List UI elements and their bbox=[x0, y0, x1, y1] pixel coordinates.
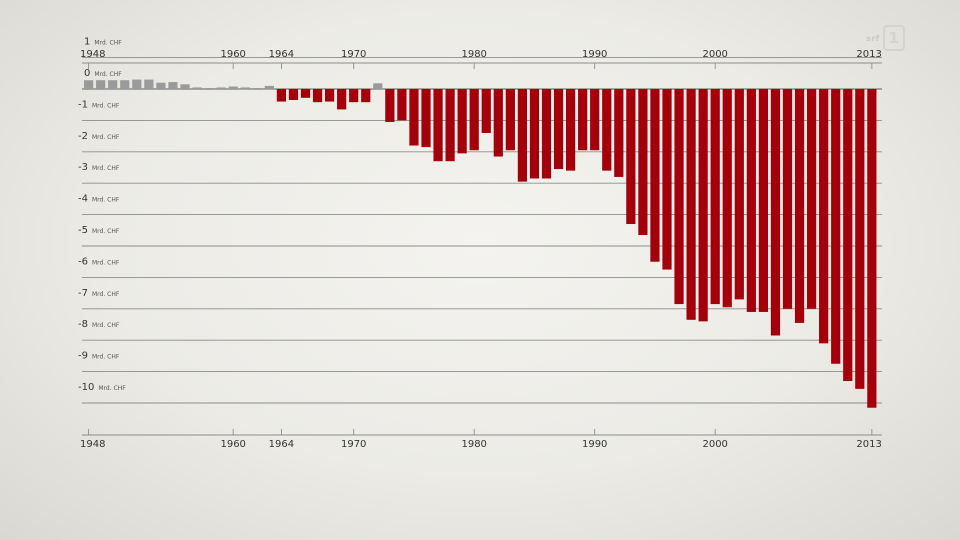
x-tick-label-top: 1960 bbox=[220, 49, 245, 60]
x-tick-label-top: 2000 bbox=[702, 49, 727, 60]
bar-1987 bbox=[553, 89, 564, 170]
x-tick-label-top: 2013 bbox=[856, 49, 881, 60]
bar-1976 bbox=[421, 89, 431, 148]
bar-1997 bbox=[674, 89, 684, 305]
y-tick-label: -8 Mrd. CHF bbox=[78, 319, 120, 330]
bar-1999 bbox=[698, 89, 708, 322]
bar-1992 bbox=[614, 89, 624, 177]
bar-1969 bbox=[337, 89, 347, 110]
bar-1972 bbox=[373, 83, 383, 89]
bar-2009 bbox=[819, 89, 829, 344]
bar-1959 bbox=[216, 87, 226, 89]
logo-text: srf bbox=[866, 33, 880, 43]
bar-1971 bbox=[361, 89, 371, 103]
bar-1956 bbox=[180, 84, 190, 89]
bar-1983 bbox=[505, 89, 515, 151]
bar-1958 bbox=[204, 88, 214, 89]
y-tick-label: 0 Mrd. CHF bbox=[84, 68, 122, 79]
bar-1975 bbox=[409, 89, 419, 146]
bar-1995 bbox=[650, 89, 660, 262]
bar-2006 bbox=[782, 89, 793, 309]
x-tick-label-top: 1980 bbox=[461, 49, 486, 60]
bar-1954 bbox=[156, 82, 166, 89]
x-tick-label-bottom: 2000 bbox=[702, 439, 727, 450]
bar-1966 bbox=[300, 89, 311, 98]
bar-1970 bbox=[349, 89, 359, 103]
bar-2000 bbox=[710, 89, 720, 305]
y-tick-label: -2 Mrd. CHF bbox=[78, 131, 120, 142]
bar-2010 bbox=[831, 89, 841, 364]
bar-1948 bbox=[84, 80, 94, 89]
bar-1990 bbox=[590, 89, 600, 151]
bar-2005 bbox=[770, 89, 781, 336]
bar-1973 bbox=[385, 89, 395, 122]
bar-1962 bbox=[252, 88, 262, 89]
bar-2003 bbox=[746, 89, 756, 312]
bar-2013 bbox=[867, 89, 877, 408]
srf1-logo: srf 1 bbox=[866, 24, 916, 52]
bar-1979 bbox=[457, 89, 467, 154]
bar-1964 bbox=[276, 89, 286, 102]
bar-1981 bbox=[481, 89, 491, 133]
x-tick-label-bottom: 1948 bbox=[80, 439, 105, 450]
bar-2012 bbox=[855, 89, 865, 389]
bar-1994 bbox=[638, 89, 648, 236]
bar-1988 bbox=[566, 89, 576, 171]
y-tick-label: -5 Mrd. CHF bbox=[78, 225, 120, 236]
y-tick-label: 1 Mrd. CHF bbox=[84, 37, 122, 48]
x-tick-label-bottom: 2013 bbox=[856, 439, 881, 450]
bar-1989 bbox=[578, 89, 588, 151]
x-tick-label-top: 1990 bbox=[582, 49, 607, 60]
bar-1968 bbox=[325, 89, 335, 102]
x-tick-label-top: 1948 bbox=[80, 49, 105, 60]
bar-2001 bbox=[722, 89, 732, 308]
bar-1986 bbox=[541, 89, 552, 179]
y-tick-label: -7 Mrd. CHF bbox=[78, 288, 120, 299]
y-tick-label: -9 Mrd. CHF bbox=[78, 351, 120, 362]
bar-1993 bbox=[626, 89, 636, 225]
bar-2008 bbox=[807, 89, 817, 309]
bar-2011 bbox=[843, 89, 853, 382]
x-tick-label-bottom: 1964 bbox=[269, 439, 294, 450]
bar-1949 bbox=[96, 80, 106, 89]
y-tick-label: -3 Mrd. CHF bbox=[78, 162, 120, 173]
y-tick-label: -10 Mrd. CHF bbox=[78, 382, 126, 393]
bar-2004 bbox=[758, 89, 768, 312]
bar-1984 bbox=[517, 89, 527, 182]
bar-1996 bbox=[662, 89, 672, 270]
x-tick-label-bottom: 1960 bbox=[220, 439, 245, 450]
bar-1998 bbox=[686, 89, 696, 320]
bar-1978 bbox=[445, 89, 455, 162]
bar-1982 bbox=[493, 89, 503, 157]
x-tick-label-top: 1964 bbox=[269, 49, 294, 60]
bar-1961 bbox=[240, 87, 250, 89]
bar-1980 bbox=[469, 89, 479, 151]
bar-1955 bbox=[168, 82, 178, 89]
bar-1952 bbox=[132, 79, 142, 89]
bar-1985 bbox=[529, 89, 540, 179]
bar-1965 bbox=[288, 89, 299, 100]
bar-1960 bbox=[228, 86, 238, 89]
x-tick-label-top: 1970 bbox=[341, 49, 366, 60]
bar-1967 bbox=[312, 89, 323, 103]
y-tick-label: -6 Mrd. CHF bbox=[78, 256, 120, 267]
bar-1951 bbox=[120, 80, 130, 89]
bar-1977 bbox=[433, 89, 443, 162]
bar-1963 bbox=[264, 85, 274, 89]
y-tick-label: -1 Mrd. CHF bbox=[78, 99, 120, 110]
y-tick-label: -4 Mrd. CHF bbox=[78, 194, 120, 205]
bar-2007 bbox=[794, 89, 805, 323]
bar-2002 bbox=[734, 89, 744, 300]
bar-1991 bbox=[602, 89, 612, 171]
x-tick-label-bottom: 1980 bbox=[461, 439, 486, 450]
bar-1953 bbox=[144, 79, 154, 89]
bar-1950 bbox=[108, 80, 118, 89]
bar-1974 bbox=[397, 89, 407, 121]
bar-1957 bbox=[192, 87, 202, 89]
x-tick-label-bottom: 1970 bbox=[341, 439, 366, 450]
x-tick-label-bottom: 1990 bbox=[582, 439, 607, 450]
logo-channel: 1 bbox=[882, 25, 905, 51]
